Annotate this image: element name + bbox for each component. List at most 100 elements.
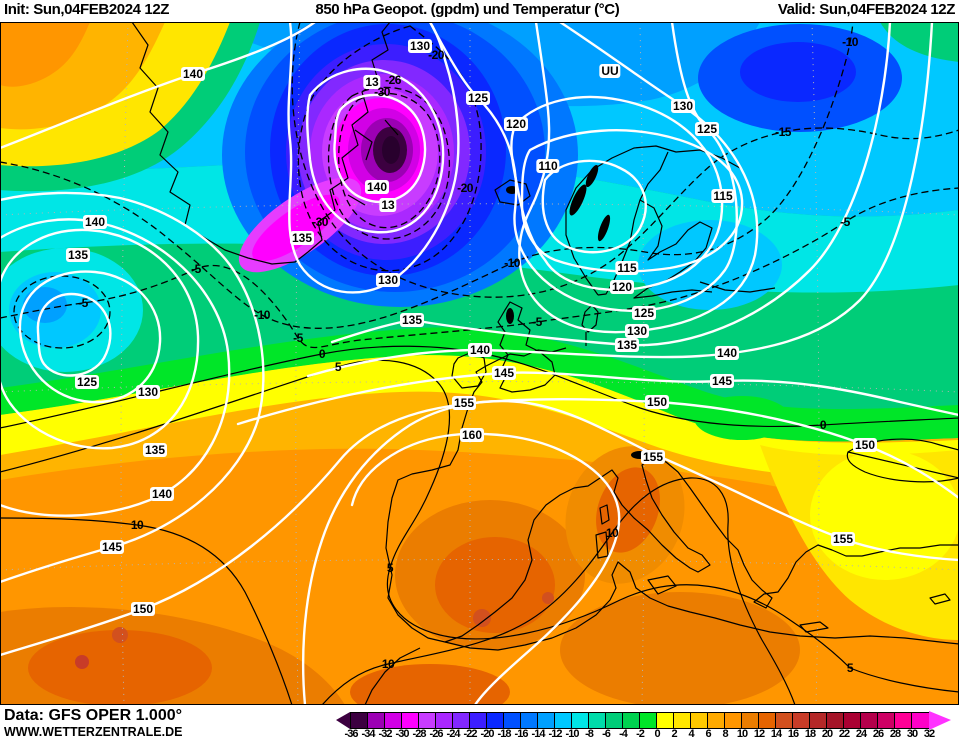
geopotential-contour-label: 120 [503, 117, 529, 131]
geopotential-contour-label: 150 [130, 602, 156, 616]
geopotential-contour-label: 125 [465, 91, 491, 105]
geopotential-contour-label: 145 [491, 366, 517, 380]
colorbar-tick-label: -24 [446, 728, 461, 740]
colorbar-tick-label: -26 [429, 728, 444, 740]
colorbar-tick-label: 32 [923, 728, 935, 740]
colorbar-tick-label: -36 [344, 728, 359, 740]
geopotential-contour-label: 130 [624, 324, 650, 338]
colorbar-tick-label: -10 [565, 728, 580, 740]
colorbar-tick-label: 30 [906, 728, 918, 740]
colorbar-cell [844, 713, 861, 728]
colorbar-cell [368, 713, 385, 728]
colorbar-cell [521, 713, 538, 728]
colorbar-tick-label: -22 [463, 728, 478, 740]
colorbar-cell [827, 713, 844, 728]
temperature-contour-label: -10 [842, 35, 858, 49]
colorbar-cell [725, 713, 742, 728]
temperature-contour-label: -30 [374, 85, 390, 99]
colorbar-cell [623, 713, 640, 728]
colorbar-tick-label: 22 [838, 728, 850, 740]
geopotential-contour-label: 145 [709, 374, 735, 388]
colorbar-tick-label: 28 [889, 728, 901, 740]
temperature-contour-label: -20 [457, 181, 473, 195]
colorbar-cell [351, 713, 368, 728]
temperature-contour-label: -5 [840, 215, 850, 229]
temperature-contour-label: 5 [386, 561, 394, 575]
temperature-contour-label: -15 [775, 125, 791, 139]
temperature-contour-label: 10 [605, 526, 619, 540]
colorbar-cell [487, 713, 504, 728]
map-graphics [1, 22, 958, 705]
colorbar-cell [640, 713, 657, 728]
temperature-colorbar: -36 -34 -32 -30 -28 -26 -24 -22 -20 -18 -16 -14 -12-… [336, 711, 956, 741]
colorbar-cell [470, 713, 487, 728]
colorbar-cell [453, 713, 470, 728]
geopotential-contour-label: 125 [694, 122, 720, 136]
colorbar-tick-label: -34 [361, 728, 376, 740]
temperature-contour-label: -10 [504, 256, 520, 270]
temperature-contour-label: 0 [318, 347, 326, 361]
geopotential-contour-label: 140 [180, 67, 206, 81]
temperature-contour-label: 5 [846, 661, 854, 675]
geopotential-contour-label: 13 [363, 75, 381, 89]
colorbar-cell [606, 713, 623, 728]
geopotential-contour-label: 140 [364, 180, 390, 194]
geopotential-contour-label: 125 [74, 375, 100, 389]
colorbar-tick-label: 16 [787, 728, 799, 740]
colorbar-tick-label: 2 [671, 728, 677, 740]
valid-time-label: Valid: Sun,04FEB2024 12Z [777, 1, 956, 18]
temperature-contour-label: -10 [254, 308, 270, 322]
geopotential-contour-label: 145 [99, 540, 125, 554]
terrain-shading [506, 164, 649, 459]
colorbar-tick-label: -6 [602, 728, 611, 740]
colorbar-cell [419, 713, 436, 728]
geopotential-contour-label: 130 [375, 273, 401, 287]
colorbar-cell [504, 713, 521, 728]
colorbar-cell [674, 713, 691, 728]
chart-title: 850 hPa Geopot. (gpdm) und Temperatur (°… [315, 1, 620, 18]
colorbar-tick-label: -28 [412, 728, 427, 740]
colorbar-tick-label: -16 [514, 728, 529, 740]
geopotential-contour-label: 140 [82, 215, 108, 229]
colorbar-cell [861, 713, 878, 728]
data-source-label: Data: GFS OPER 1.000° [4, 707, 183, 724]
colorbar-cell [538, 713, 555, 728]
colorbar-cell [776, 713, 793, 728]
colorbar-cell [793, 713, 810, 728]
geopotential-contour-label: 135 [614, 338, 640, 352]
colorbar-tick-label: 20 [821, 728, 833, 740]
website-label: WWW.WETTERZENTRALE.DE [4, 725, 183, 739]
colorbar-cell [708, 713, 725, 728]
geopotential-contour-label: 135 [65, 248, 91, 262]
geopotential-contour-label: 120 [609, 280, 635, 294]
colorbar-tick-label: 24 [855, 728, 867, 740]
geopotential-contour-label: 140 [714, 346, 740, 360]
colorbar-tick-label: -12 [548, 728, 563, 740]
temperature-contour-label: 10 [381, 657, 395, 671]
temperature-contour-label: 0 [819, 418, 827, 432]
colorbar-cell [742, 713, 759, 728]
temperature-contour-label: 10 [130, 518, 144, 532]
colorbar-tick-label: 18 [804, 728, 816, 740]
geopotential-contour-label: 155 [640, 450, 666, 464]
colorbar-cell [691, 713, 708, 728]
colorbar-cell [657, 713, 674, 728]
temperature-contour-label: 5 [334, 360, 342, 374]
geopotential-contour-label: 125 [631, 306, 657, 320]
colorbar-tick-label: -4 [619, 728, 628, 740]
colorbar-tick-label: -14 [531, 728, 546, 740]
temperature-contour-label: -5 [293, 331, 303, 345]
colorbar-right-arrow-icon [929, 711, 951, 730]
geopotential-contour-label: 150 [852, 438, 878, 452]
colorbar-tick-label: -30 [395, 728, 410, 740]
geopotential-contour-label: 130 [670, 99, 696, 113]
colorbar-tick-label: 8 [722, 728, 728, 740]
colorbar-cell [912, 713, 929, 728]
temperature-contour-label: -20 [428, 48, 444, 62]
colorbar-cell [436, 713, 453, 728]
colorbar-tick-label: 14 [770, 728, 782, 740]
colorbar-tick-label: 26 [872, 728, 884, 740]
colorbar-cell [385, 713, 402, 728]
geopotential-contour-label: 140 [149, 487, 175, 501]
